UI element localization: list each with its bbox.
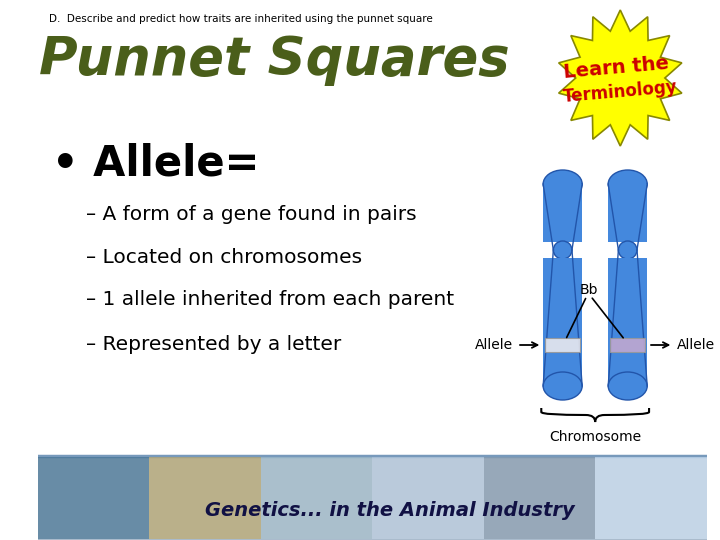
Text: Punnet Squares: Punnet Squares [40,34,510,86]
Bar [261,457,372,539]
Ellipse shape [543,170,582,198]
Bar [484,457,595,539]
Ellipse shape [554,241,572,259]
Text: – A form of a gene found in pairs: – A form of a gene found in pairs [86,205,417,224]
Ellipse shape [608,170,647,198]
Ellipse shape [608,372,647,400]
Text: D.  Describe and predict how traits are inherited using the punnet square: D. Describe and predict how traits are i… [49,14,433,24]
Bar [595,457,706,539]
Bar [372,457,484,539]
Text: – 1 allele inherited from each parent: – 1 allele inherited from each parent [86,290,454,309]
Text: Allele: Allele [677,338,715,352]
Bar [37,457,149,539]
Text: – Located on chromosomes: – Located on chromosomes [86,248,362,267]
Text: – Represented by a letter: – Represented by a letter [86,335,341,354]
Bar [149,457,261,539]
Text: Bb: Bb [580,283,598,297]
Text: Chromosome: Chromosome [549,430,642,444]
Bar [545,338,580,352]
Ellipse shape [543,372,582,400]
Bar [543,258,582,386]
Text: Terminology: Terminology [562,78,678,106]
Polygon shape [559,10,682,146]
Bar [608,258,647,386]
Bar [608,184,647,242]
Bar [543,184,582,242]
Bar [610,338,645,352]
Text: Allele: Allele [475,338,513,352]
Bar [37,456,706,540]
Text: Genetics... in the Animal Industry: Genetics... in the Animal Industry [205,501,575,520]
Text: • Allele=: • Allele= [52,143,259,185]
Text: Learn the: Learn the [563,54,670,82]
Ellipse shape [618,241,637,259]
